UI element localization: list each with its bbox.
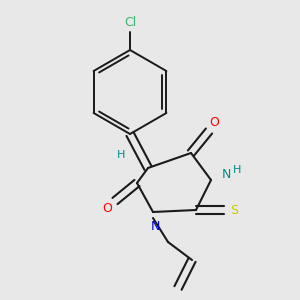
Text: H: H [233, 165, 241, 175]
Text: Cl: Cl [124, 16, 136, 29]
Text: S: S [230, 203, 238, 217]
Text: O: O [102, 202, 112, 215]
Text: O: O [209, 116, 219, 130]
Text: H: H [117, 150, 125, 160]
Text: N: N [221, 169, 231, 182]
Text: N: N [150, 220, 160, 232]
